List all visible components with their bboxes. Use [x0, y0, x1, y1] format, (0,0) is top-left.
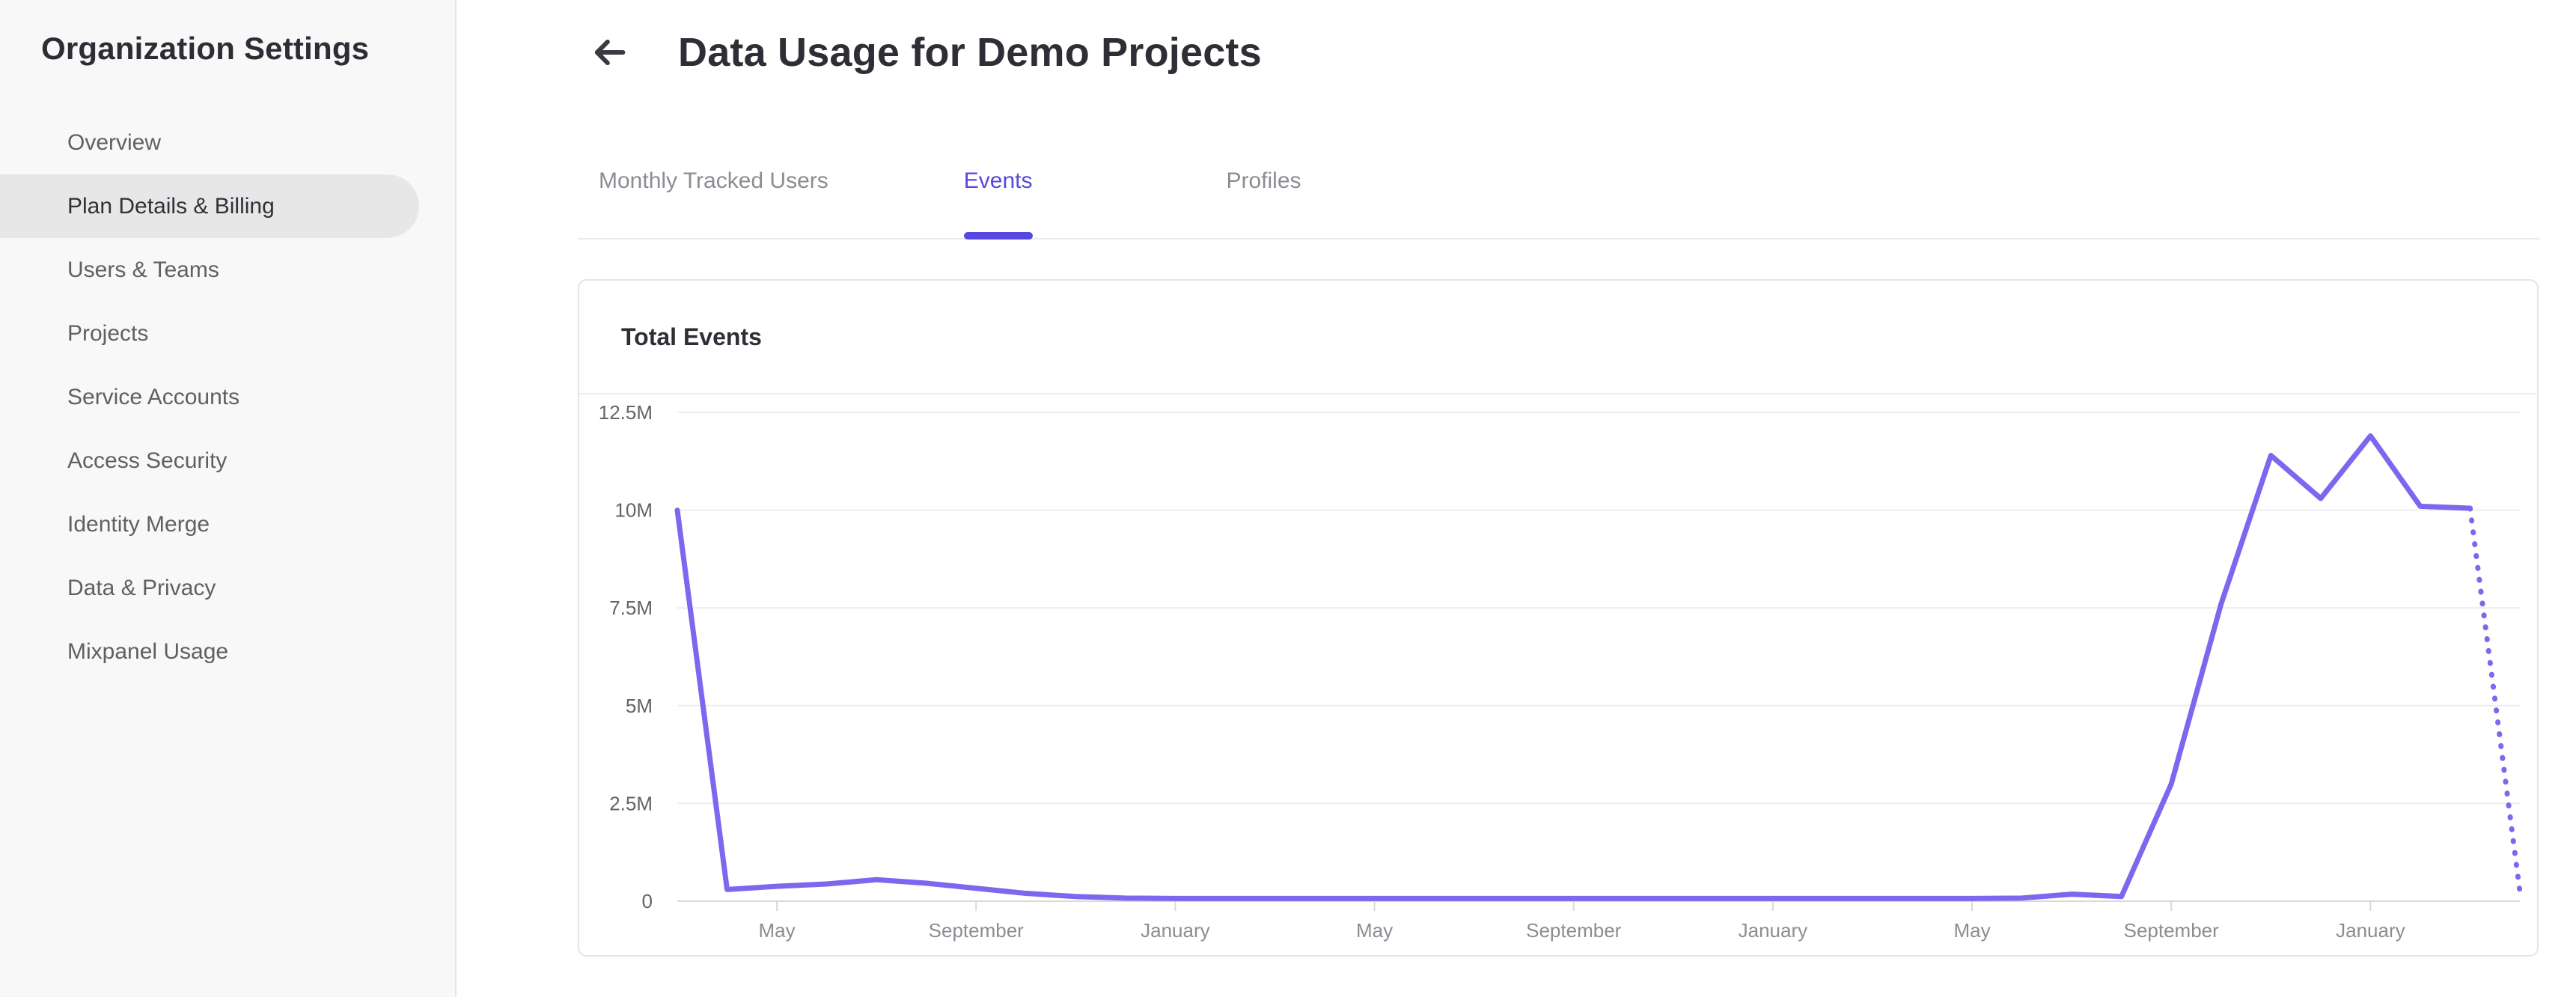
tab-profiles[interactable]: Profiles [1226, 168, 1301, 193]
x-axis: May September January May September January Ma… [759, 901, 2405, 942]
total-events-series-line [674, 433, 2473, 901]
sidebar-item-service-accounts[interactable]: Service Accounts [67, 385, 240, 409]
x-axis-tick-label: May [1356, 919, 1393, 942]
y-axis-tick-label: 5M [626, 695, 653, 717]
sidebar-title: Organization Settings [41, 31, 370, 66]
page-title: Data Usage for Demo Projects [678, 30, 1262, 75]
sidebar-nav: Overview Plan Details & Billing Users & … [0, 111, 455, 683]
total-events-card: Total Events 12.5M 10M 7.5M 5M 2.5M 0 May Septe… [578, 279, 2539, 957]
y-axis-tick-label: 12.5M [599, 401, 653, 424]
left-arrow-icon [594, 39, 626, 66]
back-button[interactable] [590, 33, 629, 72]
main-content: Data Usage for Demo Projects Monthly Tra… [457, 0, 2576, 997]
sidebar-item-access-security[interactable]: Access Security [67, 448, 228, 473]
x-axis-tick-label: September [1526, 919, 1622, 942]
gridlines: 12.5M 10M 7.5M 5M 2.5M 0 [599, 401, 2520, 912]
sidebar: Organization Settings Overview Plan Deta… [0, 0, 457, 997]
total-events-chart: 12.5M 10M 7.5M 5M 2.5M 0 May September January Ma… [579, 394, 2536, 954]
y-axis-tick-label: 0 [642, 890, 653, 912]
x-axis-tick-label: January [2336, 919, 2405, 942]
x-axis-tick-label: September [929, 919, 1025, 942]
sidebar-item-users-teams[interactable]: Users & Teams [67, 257, 219, 282]
y-axis-tick-label: 2.5M [609, 792, 653, 814]
y-axis-tick-label: 7.5M [609, 597, 653, 619]
sidebar-item-identity-merge[interactable]: Identity Merge [67, 512, 210, 537]
tab-bar: Monthly Tracked Users Events Profiles [579, 124, 2539, 240]
page-header: Data Usage for Demo Projects [590, 28, 1262, 76]
card-title: Total Events [621, 323, 762, 350]
card-header: Total Events [579, 281, 2537, 394]
sidebar-item-plan-details-billing[interactable]: Plan Details & Billing [0, 174, 419, 238]
sidebar-item-mixpanel-usage[interactable]: Mixpanel Usage [67, 639, 229, 664]
y-axis-tick-label: 10M [614, 499, 653, 522]
sidebar-item-data-privacy[interactable]: Data & Privacy [67, 576, 216, 600]
sidebar-item-projects[interactable]: Projects [67, 321, 149, 346]
x-axis-tick-label: January [1141, 919, 1210, 942]
x-axis-tick-label: September [2124, 919, 2220, 942]
sidebar-item-overview[interactable]: Overview [67, 130, 162, 155]
projection-dotted-line [2467, 505, 2523, 894]
x-axis-tick-label: January [1739, 919, 1808, 942]
x-axis-tick-label: May [1953, 919, 1990, 942]
x-axis-tick-label: May [759, 919, 796, 942]
tab-events[interactable]: Events [963, 124, 1033, 240]
tab-monthly-tracked-users[interactable]: Monthly Tracked Users [599, 168, 828, 193]
